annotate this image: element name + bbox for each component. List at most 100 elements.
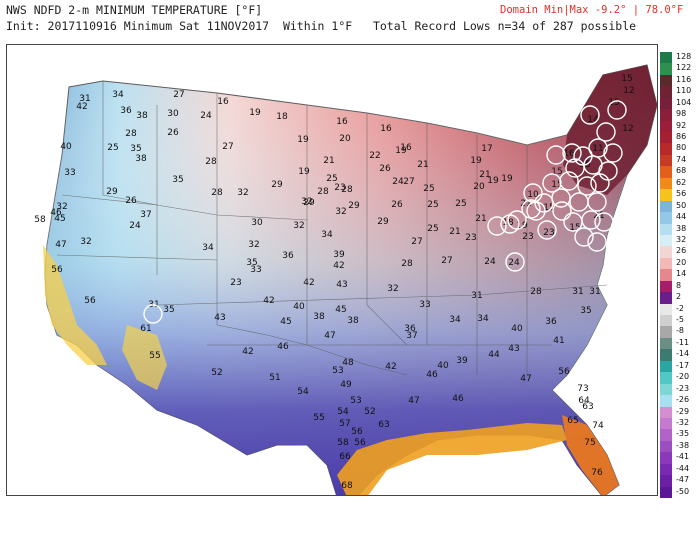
station-value: 65 (567, 416, 578, 426)
station-value: 24 (129, 221, 141, 231)
colorbar-label: 62 (676, 177, 687, 187)
station-value: 42 (333, 261, 344, 271)
station-value: 20 (339, 134, 351, 144)
station-value: 36 (282, 251, 294, 261)
record-low-circle (590, 173, 610, 193)
colorbar-label: -11 (676, 337, 690, 347)
station-value: 54 (337, 407, 349, 417)
init-line: Init: 2017110916 Minimum Sat 11NOV2017 W… (6, 19, 637, 33)
west-coast-warm (43, 245, 107, 365)
station-value: 35 (172, 175, 183, 185)
station-value: 23 (522, 232, 533, 242)
colorbar-label: -44 (676, 463, 690, 473)
colorbar-label: 104 (676, 97, 692, 107)
colorbar-segment (660, 475, 672, 488)
station-value: 29 (377, 217, 389, 227)
station-value: 44 (488, 350, 500, 360)
record-low-circle (603, 143, 623, 163)
station-value: 34 (202, 243, 214, 253)
station-value: 55 (313, 413, 324, 423)
station-value: 26 (379, 164, 391, 174)
state-borders (56, 81, 608, 376)
station-value: 36 (404, 324, 416, 334)
colorbar-segment (660, 86, 672, 99)
station-value: 19 (249, 108, 261, 118)
colorbar-segment (660, 269, 672, 282)
station-value: 36 (545, 317, 557, 327)
record-low-circle (505, 252, 525, 272)
station-value: 15 (569, 223, 580, 233)
station-value: 47 (324, 331, 335, 341)
colorbar-label: -8 (676, 326, 684, 336)
station-value: 53 (350, 396, 361, 406)
station-value: 74 (592, 421, 604, 431)
station-value: 42 (242, 347, 253, 357)
station-value: 12 (622, 124, 633, 134)
colorbar-segment (660, 132, 672, 144)
colorbar-segment (660, 280, 672, 293)
record-low-circle (587, 192, 607, 212)
station-value: 54 (297, 387, 309, 397)
station-value: 58 (337, 438, 349, 448)
station-value: 23 (465, 233, 476, 243)
station-value: 26 (391, 200, 403, 210)
domain-range-label: Domain Min|Max -9.2° | 78.0°F (500, 4, 684, 16)
station-value: 26 (167, 128, 179, 138)
colorbar-label: -50 (676, 486, 690, 496)
station-value: 56 (354, 438, 366, 448)
station-value: 17 (481, 144, 492, 154)
colorbar-segment (660, 223, 672, 236)
station-value: 36 (120, 106, 132, 116)
station-value: 29 (271, 180, 283, 190)
station-value: 19 (298, 167, 310, 177)
station-value: 31 (572, 287, 583, 297)
station-value: 11 (592, 144, 603, 154)
record-low-circle (574, 227, 594, 247)
colorbar-label: 110 (676, 86, 692, 96)
station-value: 16 (400, 143, 412, 153)
station-value: 43 (336, 280, 347, 290)
station-value: 33 (64, 168, 75, 178)
station-value: 15 (621, 74, 632, 84)
station-value: 14 (587, 115, 599, 125)
station-value: 47 (520, 374, 531, 384)
station-value: 30 (251, 218, 263, 228)
record-low-circle (487, 216, 507, 236)
colorbar-label: -20 (676, 372, 690, 382)
station-value: 28 (401, 259, 413, 269)
record-low-circle (562, 143, 582, 163)
colorbar-label: -26 (676, 395, 690, 405)
station-value: 38 (347, 316, 359, 326)
record-low-circle (546, 145, 566, 165)
station-value: 15 (551, 167, 562, 177)
station-value: 58 (34, 215, 46, 225)
colorbar-label: -32 (676, 417, 690, 427)
station-value: 27 (441, 256, 452, 266)
station-value: 46 (452, 394, 464, 404)
station-value: 52 (364, 407, 375, 417)
station-value: 46 (426, 370, 438, 380)
station-value: 32 (80, 237, 91, 247)
colorbar-segment (660, 52, 672, 64)
record-low-circle (596, 122, 616, 142)
station-value: 24 (392, 177, 404, 187)
colorbar-label: 86 (676, 132, 687, 142)
temperature-map: 31 34 27 16 19 18 16 16 42 36 38 30 24 19 20 16 28 26 22 19… (6, 44, 658, 496)
station-value: 26 (125, 196, 137, 206)
station-value: 52 (211, 368, 222, 378)
station-value: 22 (369, 151, 380, 161)
colorbar-segment (660, 440, 672, 453)
station-value: 23 (543, 228, 554, 238)
station-value: 61 (140, 324, 151, 334)
colorbar-segment (660, 486, 672, 499)
station-value: 53 (332, 366, 343, 376)
station-value: 28 (317, 187, 329, 197)
station-value: 19 (470, 156, 482, 166)
record-low-circle (559, 171, 579, 191)
colorbar-segment (660, 452, 672, 465)
colorbar-segment (660, 143, 672, 156)
northeast-cold (563, 65, 657, 195)
station-value: 48 (342, 358, 354, 368)
station-value: 45 (335, 305, 346, 315)
station-value: 75 (584, 438, 595, 448)
